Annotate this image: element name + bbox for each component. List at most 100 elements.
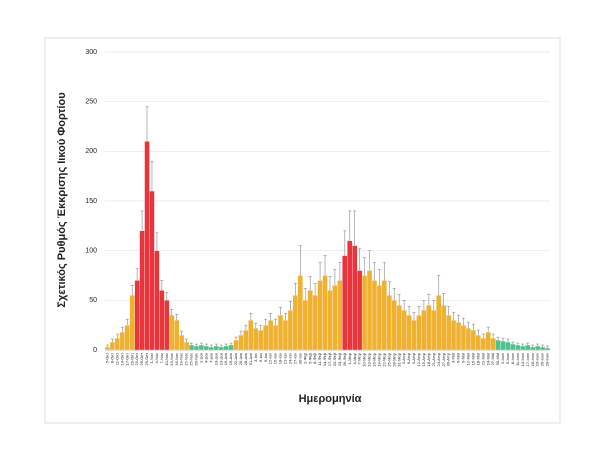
x-tick-label: 27-Ιαν [292, 353, 297, 364]
bar [357, 270, 363, 351]
x-tick-label: 17-Φεβ [327, 352, 332, 366]
x-tick-label: 1-Δεκ [198, 353, 203, 363]
x-tick-label: 11-Φεβ [317, 352, 322, 365]
bar [287, 310, 294, 351]
bar [441, 305, 447, 351]
bar [406, 315, 412, 351]
bar [371, 280, 378, 351]
x-tick-label: 25-Νοε [189, 353, 194, 366]
bar [455, 322, 462, 351]
bar [525, 344, 531, 351]
x-tick-label: 23-Φεβ [337, 352, 342, 366]
bar [183, 341, 190, 351]
x-tick-label: 1-Μαρ [347, 352, 352, 364]
bar [539, 346, 546, 351]
bar [193, 345, 200, 351]
bar [312, 295, 318, 351]
bar [465, 327, 472, 351]
bar [342, 255, 348, 351]
bar [490, 337, 496, 351]
x-tick-label: 16-Δεκ [223, 353, 228, 365]
bar [119, 331, 125, 351]
x-tick-label: 27-Απρ [441, 352, 446, 366]
bar [179, 334, 185, 351]
bar [386, 295, 392, 351]
x-tick-label: 13-Νοε [169, 353, 174, 366]
bar [475, 334, 481, 351]
bar [520, 345, 526, 351]
bar [446, 315, 452, 351]
x-tick-label: 12-Μαϊ [465, 353, 470, 365]
x-tick-label: 23-Οκτ [134, 353, 139, 366]
bar [366, 270, 373, 351]
bar [263, 325, 269, 351]
x-tick-label: 8-Φεβ [312, 352, 317, 364]
x-tick-label: 31-Δεκ [248, 353, 253, 365]
bar [426, 305, 432, 351]
bar [485, 331, 491, 351]
bar [361, 275, 368, 351]
x-tick-label: 11-Ιουν [515, 353, 520, 366]
x-tick-label: 26-Ιουν [540, 353, 545, 366]
x-tick-label: 9-Απρ [411, 352, 416, 364]
x-tick-label: 12-Ιαν [268, 353, 273, 364]
x-tick-label: 5-Ιουν [505, 353, 510, 364]
bar [381, 280, 387, 351]
x-tick-label: 21-Μαϊ [480, 353, 485, 365]
x-tick-label: 9-Ιαν [263, 353, 268, 362]
x-tick-label: 6-Απρ [406, 352, 411, 364]
x-tick-label: 19-Νοε [179, 353, 184, 366]
y-tick-label: 100 [85, 248, 97, 255]
bar [104, 346, 111, 351]
x-tick-label: 1-Νοε [149, 353, 154, 364]
bar [272, 325, 279, 351]
x-tick-label: 28-Δεκ [243, 353, 248, 365]
bar [203, 345, 209, 351]
bar [292, 295, 298, 351]
x-tick-label: 10-Δεκ [213, 353, 218, 365]
x-tick-label: 29-Ιουν [545, 353, 550, 366]
x-tick-label: 16-Μαρ [372, 352, 377, 366]
x-axis-label: Ημερομηνία [299, 393, 362, 405]
x-tick-label: 28-Νοε [194, 353, 199, 366]
bar [510, 343, 516, 351]
bar [505, 341, 511, 351]
x-tick-label: 3-Απρ [401, 352, 406, 364]
bar [268, 320, 274, 351]
x-tick-label: 5-Οκτ [105, 353, 110, 364]
x-tick-label: 30-Απρ [446, 352, 451, 366]
x-tick-label: 24-Μαϊ [485, 353, 490, 365]
x-tick-label: 14-Οκτ [119, 353, 124, 366]
bar [208, 346, 214, 351]
bar [337, 280, 343, 351]
x-tick-label: 29-Οκτ [144, 353, 149, 366]
bar [174, 320, 180, 351]
bar [416, 315, 422, 351]
bar [243, 329, 249, 351]
bar [396, 305, 402, 351]
bar [436, 295, 442, 351]
bar [134, 280, 140, 351]
bar [198, 344, 205, 351]
bar [144, 141, 150, 351]
x-tick-label: 17-Ιουν [525, 353, 530, 366]
x-tick-label: 21-Απρ [431, 352, 436, 366]
bar [218, 346, 224, 351]
bar [159, 290, 165, 351]
bar [223, 345, 229, 351]
bar [500, 340, 506, 351]
x-tick-label: 24-Απρ [436, 352, 441, 366]
bar [347, 240, 353, 351]
bar [450, 320, 457, 351]
x-tick-label: 10-Μαρ [362, 352, 367, 366]
bar [282, 320, 289, 351]
x-tick-label: 26-Φεβ [342, 352, 347, 366]
bar [376, 285, 383, 351]
y-tick-label: 150 [85, 198, 97, 205]
y-tick-label: 250 [85, 99, 97, 106]
bar [352, 245, 358, 351]
x-tick-label: 4-Νοε [154, 353, 159, 364]
x-tick-label: 30-Ιαν [297, 353, 302, 364]
x-tick-label: 4-Μαρ [352, 352, 357, 364]
